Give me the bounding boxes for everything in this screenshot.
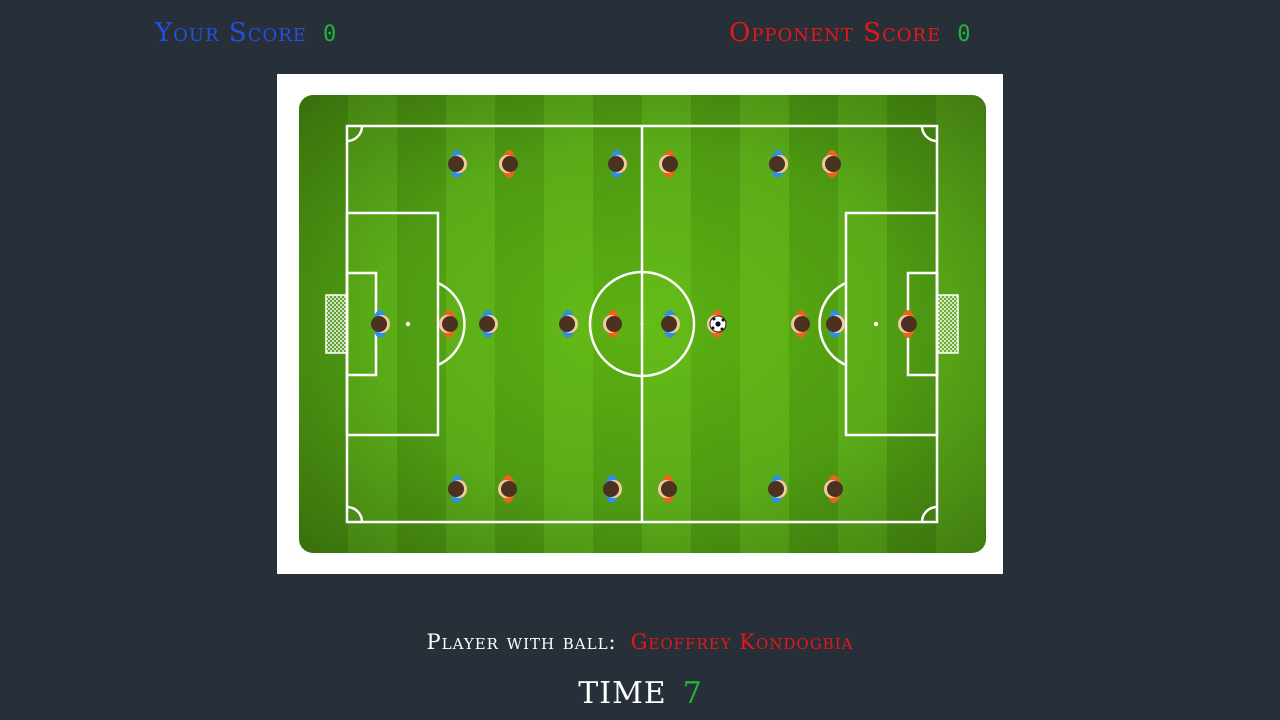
your-team-player-icon[interactable] <box>608 150 627 178</box>
time-value: 7 <box>682 676 702 711</box>
your-team-player-icon[interactable] <box>448 150 467 178</box>
left-goal-net-icon <box>325 294 348 354</box>
opponent-score: Opponent Score 0 <box>729 18 972 48</box>
your-team-player-icon[interactable] <box>448 475 467 503</box>
opponent-player-icon[interactable] <box>824 475 843 503</box>
opponent-player-icon[interactable] <box>603 310 622 338</box>
your-score-value: 0 <box>322 22 338 47</box>
opponent-score-value: 0 <box>957 22 972 47</box>
opponent-player-icon[interactable] <box>659 150 678 178</box>
opponent-player-icon[interactable] <box>439 310 458 338</box>
corner-arc <box>346 505 364 523</box>
opponent-score-label: Opponent Score <box>729 18 942 48</box>
right-penalty-box <box>844 211 939 437</box>
soccer-ball-icon <box>709 315 727 333</box>
ball-holder-status: Player with ball: Geoffrey Kondogbia <box>0 630 1280 654</box>
left-penalty-spot <box>405 321 411 327</box>
pitch-markings <box>325 124 959 524</box>
your-team-player-icon[interactable] <box>661 310 680 338</box>
ball-holder-name: Geoffrey Kondogbia <box>630 630 854 654</box>
your-team-player-icon[interactable] <box>559 310 578 338</box>
your-team-player-icon[interactable] <box>826 310 845 338</box>
opponent-player-icon[interactable] <box>898 310 917 338</box>
right-goal-net-icon <box>936 294 959 354</box>
your-team-player-icon[interactable] <box>371 310 390 338</box>
players-layer <box>371 150 917 503</box>
your-score: Your Score 0 <box>155 18 337 48</box>
opponent-player-icon[interactable] <box>498 475 517 503</box>
center-circle <box>588 270 696 378</box>
time-label: TIME <box>578 676 667 711</box>
corner-arc <box>920 125 938 143</box>
opponent-player-icon[interactable] <box>822 150 841 178</box>
opponent-player-icon[interactable] <box>658 475 677 503</box>
left-penalty-arc <box>437 281 466 367</box>
right-penalty-spot <box>873 321 879 327</box>
corner-arc <box>920 505 938 523</box>
your-score-label: Your Score <box>155 18 307 48</box>
center-spot <box>640 322 644 326</box>
right-penalty-arc <box>818 281 847 367</box>
your-team-player-icon[interactable] <box>769 150 788 178</box>
time-status: TIME 7 <box>0 676 1280 711</box>
corner-arc <box>346 125 364 143</box>
opponent-player-icon[interactable] <box>791 310 810 338</box>
field-frame <box>277 74 1003 574</box>
soccer-field[interactable] <box>299 95 986 553</box>
ball-holder-label: Player with ball: <box>426 630 617 654</box>
your-team-player-icon[interactable] <box>479 310 498 338</box>
your-team-player-icon[interactable] <box>603 475 622 503</box>
left-penalty-box <box>345 211 440 437</box>
your-team-player-icon[interactable] <box>768 475 787 503</box>
opponent-player-icon[interactable] <box>499 150 518 178</box>
